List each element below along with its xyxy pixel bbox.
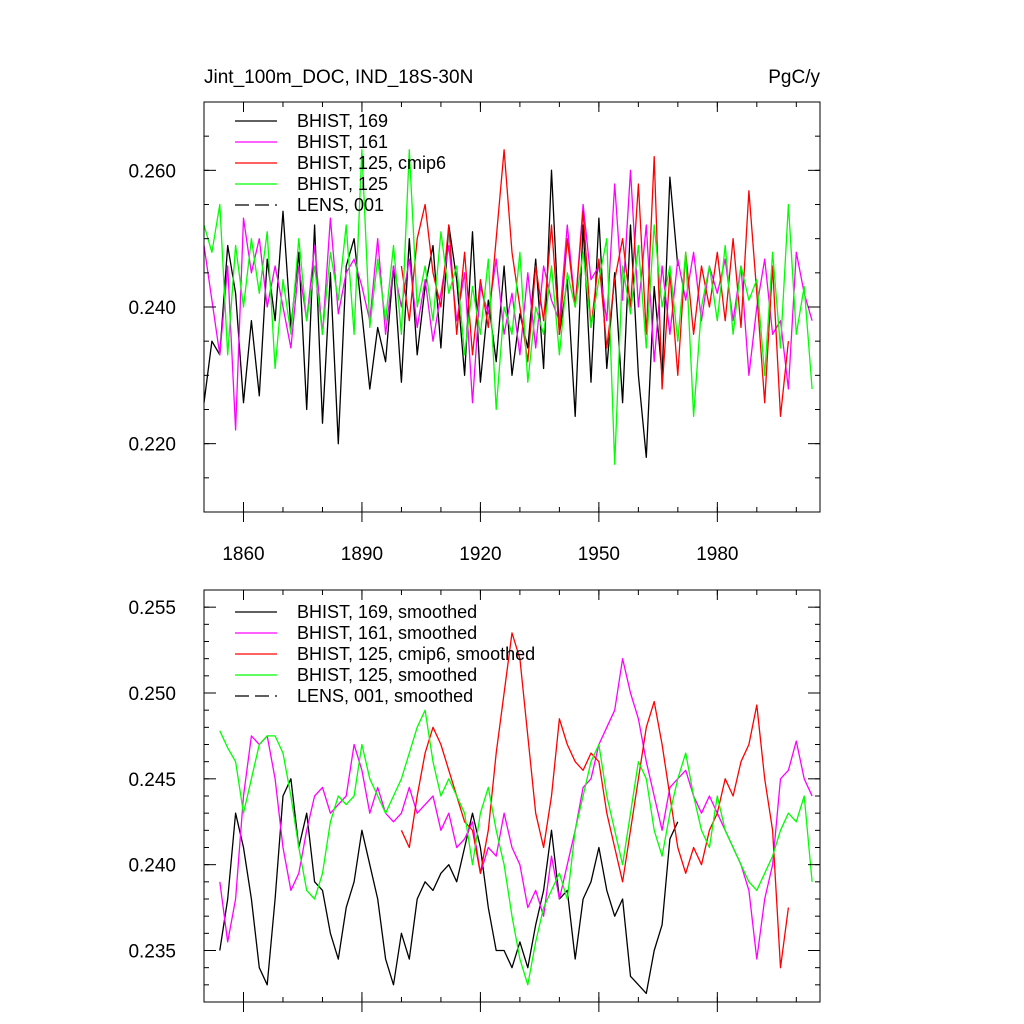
- bottom-panel-axes: 0.235 0.240 0.245 0.250 0.255: [128, 589, 820, 1012]
- series-line-1: [219, 658, 813, 960]
- y-tick-label: 0.245: [128, 770, 176, 791]
- top-panel: Jint_100m_DOC, IND_18S-30N PgC/y 1860 189…: [128, 67, 821, 565]
- legend-label: BHIST, 161: [297, 132, 388, 152]
- legend-label: BHIST, 169, smoothed: [297, 602, 477, 622]
- y-tick-label: 0.240: [128, 298, 176, 319]
- legend-label: BHIST, 169: [297, 111, 388, 131]
- series-line-2: [400, 149, 790, 417]
- top-panel-axes: 1860 1890 1920 1950 1980 0.220 0.240 0.260: [128, 101, 820, 565]
- y-tick-label: 0.240: [128, 856, 176, 877]
- x-tick-label: 1980: [696, 544, 738, 565]
- series-line-3: [203, 149, 813, 465]
- legend-label: BHIST, 125: [297, 174, 388, 194]
- bottom-panel: 0.235 0.240 0.245 0.250 0.255 BHIST, 169, sm…: [128, 589, 821, 1012]
- x-tick-label: 1860: [222, 544, 264, 565]
- top-panel-units: PgC/y: [768, 67, 820, 88]
- y-tick-label: 0.250: [128, 684, 176, 705]
- y-tick-label: 0.255: [128, 598, 176, 619]
- legend-label: LENS, 001: [297, 195, 384, 215]
- legend-label: LENS, 001, smoothed: [297, 686, 473, 706]
- legend-label: BHIST, 125, cmip6: [297, 153, 446, 173]
- legend-label: BHIST, 161, smoothed: [297, 623, 477, 643]
- x-tick-label: 1890: [341, 544, 383, 565]
- top-panel-series: [203, 149, 813, 465]
- y-tick-label: 0.235: [128, 942, 176, 963]
- y-tick-label: 0.220: [128, 435, 176, 456]
- x-tick-label: 1950: [578, 544, 620, 565]
- top-panel-title: Jint_100m_DOC, IND_18S-30N: [204, 67, 473, 88]
- series-line-0: [203, 169, 679, 458]
- legend-label: BHIST, 125, cmip6, smoothed: [297, 644, 535, 664]
- series-line-3: [219, 709, 813, 986]
- x-tick-label: 1920: [459, 544, 501, 565]
- bottom-panel-series: [219, 632, 813, 995]
- legend-label: BHIST, 125, smoothed: [297, 665, 477, 685]
- series-line-0: [219, 778, 679, 995]
- y-tick-label: 0.260: [128, 161, 176, 182]
